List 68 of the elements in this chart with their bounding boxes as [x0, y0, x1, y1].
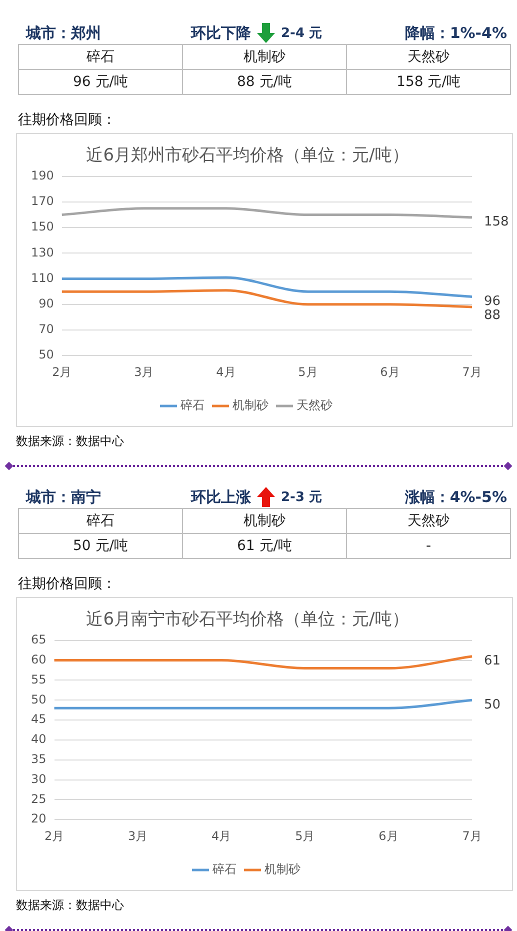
text: 城市：南宁 [26, 488, 101, 506]
y-tick-label: 50 [30, 692, 46, 706]
text: 往期价格回顾： [18, 112, 116, 128]
legend-label: 机制砂 [232, 398, 268, 412]
data-label: 50 [484, 698, 501, 713]
text: 碎石 [86, 513, 114, 529]
y-tick-label: 35 [30, 752, 46, 766]
x-tick-label: 3月 [134, 364, 154, 379]
y-tick-label: 190 [31, 168, 54, 183]
x-tick-label: 4月 [216, 364, 236, 379]
text: 天然砂 [408, 49, 450, 65]
y-tick-label: 130 [31, 245, 54, 260]
data-label: 61 [484, 654, 501, 669]
x-tick-label: 6月 [378, 828, 398, 843]
text: - [426, 538, 432, 554]
text: 61 元/吨 [237, 538, 292, 554]
y-tick-label: 70 [38, 322, 54, 336]
text: 环比上涨 [191, 488, 251, 506]
text: 96 元/吨 [73, 74, 128, 90]
legend-label: 碎石 [212, 862, 236, 876]
y-tick-label: 40 [30, 732, 46, 746]
text: 降幅：1%-4% [404, 24, 507, 42]
y-tick-label: 55 [30, 672, 46, 686]
legend-label: 机制砂 [264, 862, 300, 876]
text: 50 元/吨 [73, 538, 128, 554]
x-tick-label: 7月 [462, 364, 482, 379]
x-tick-label: 2月 [44, 828, 64, 843]
y-tick-label: 90 [38, 296, 54, 311]
chart-title: 近6月南宁市砂石平均价格（单位：元/吨） [86, 610, 409, 630]
y-tick-label: 60 [30, 652, 46, 666]
x-tick-label: 4月 [212, 828, 232, 843]
data-label: 88 [484, 308, 501, 324]
y-tick-label: 30 [30, 772, 46, 786]
line-series [60, 276, 474, 298]
data-label: 158 [484, 214, 509, 230]
text: 2-4 元 [281, 26, 322, 41]
source-note: 数据来源：数据中心 [16, 433, 125, 450]
data-label: 96 [484, 294, 501, 310]
x-tick-label: 5月 [298, 364, 318, 379]
y-tick-label: 150 [31, 220, 54, 234]
y-tick-label: 65 [30, 632, 46, 647]
text: 涨幅：4%-5% [404, 488, 507, 506]
text: 88 元/吨 [237, 74, 292, 90]
x-tick-label: 6月 [380, 364, 400, 379]
x-tick-label: 3月 [128, 828, 148, 843]
y-tick-label: 45 [30, 712, 46, 726]
text: 往期价格回顾： [18, 576, 116, 592]
y-tick-label: 110 [31, 270, 54, 285]
legend-label: 天然砂 [296, 398, 332, 412]
text: 2-3 元 [281, 490, 322, 505]
text: 碎石 [86, 49, 114, 65]
text: 机制砂 [244, 49, 286, 65]
legend-label: 碎石 [180, 398, 204, 412]
y-tick-label: 50 [38, 348, 54, 362]
x-tick-label: 5月 [295, 828, 315, 843]
y-tick-label: 170 [31, 194, 54, 208]
x-tick-label: 2月 [52, 364, 72, 379]
x-tick-label: 7月 [462, 828, 482, 843]
chart-title: 近6月郑州市砂石平均价格（单位：元/吨） [86, 146, 409, 166]
text: 城市：郑州 [26, 24, 101, 42]
text: 天然砂 [408, 513, 450, 529]
y-tick-label: 20 [30, 812, 46, 826]
text: 环比下降 [191, 24, 251, 42]
text: 机制砂 [244, 513, 286, 529]
line-series [60, 289, 474, 308]
text: 158 元/吨 [396, 74, 460, 90]
y-tick-label: 25 [30, 792, 46, 806]
source-note: 数据来源：数据中心 [16, 897, 125, 914]
